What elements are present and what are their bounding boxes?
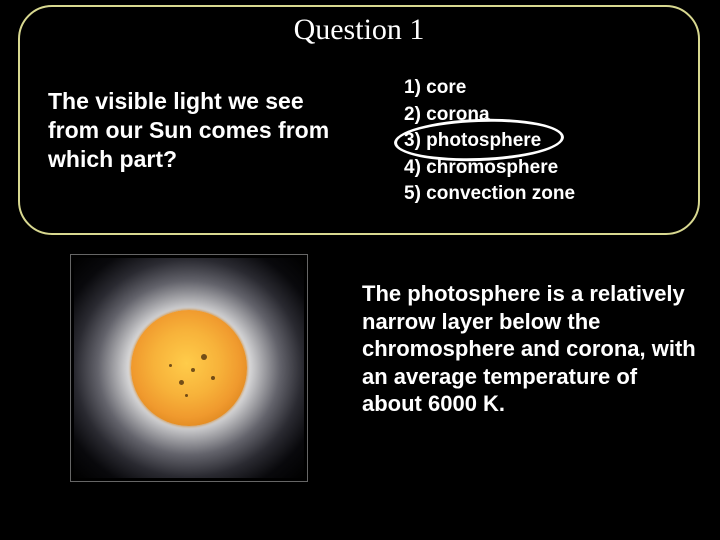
question-title: Question 1 bbox=[20, 13, 698, 47]
question-body: The visible light we see from our Sun co… bbox=[20, 75, 698, 208]
option-5: 5) convection zone bbox=[404, 181, 670, 208]
sun-eclipse-image bbox=[70, 254, 308, 482]
sun-disk bbox=[131, 310, 247, 426]
option-4: 4) chromosphere bbox=[404, 155, 670, 182]
question-prompt: The visible light we see from our Sun co… bbox=[48, 75, 358, 208]
option-3: 3) photosphere bbox=[404, 128, 670, 155]
sunspot bbox=[201, 354, 207, 360]
sunspot bbox=[185, 394, 188, 397]
sunspot bbox=[179, 380, 184, 385]
question-box: Question 1 The visible light we see from… bbox=[18, 5, 700, 235]
option-1: 1) core bbox=[404, 75, 670, 102]
explanation-text: The photosphere is a relatively narrow l… bbox=[362, 280, 696, 418]
sunspot bbox=[191, 368, 195, 372]
answer-options: 1) core 2) corona 3) photosphere 4) chro… bbox=[358, 75, 670, 208]
sunspot bbox=[211, 376, 215, 380]
sunspot bbox=[169, 364, 172, 367]
option-2: 2) corona bbox=[404, 102, 670, 129]
